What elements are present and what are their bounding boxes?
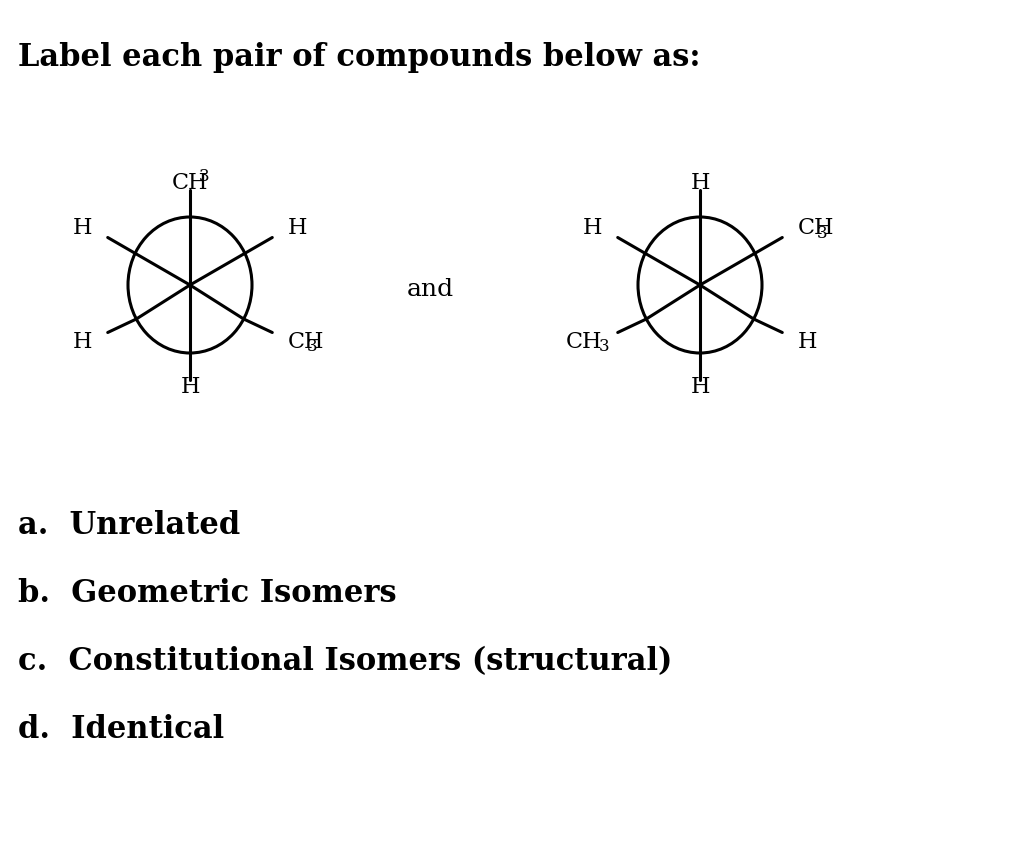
Text: H: H xyxy=(690,172,710,194)
Text: 3: 3 xyxy=(306,338,317,355)
Text: CH: CH xyxy=(798,217,835,239)
Text: 3: 3 xyxy=(599,338,609,355)
Text: CH: CH xyxy=(288,330,325,353)
Text: H: H xyxy=(690,376,710,398)
Text: H: H xyxy=(180,376,200,398)
Text: and: and xyxy=(407,279,454,301)
Text: c.  Constitutional Isomers (structural): c. Constitutional Isomers (structural) xyxy=(18,646,673,677)
Text: H: H xyxy=(73,217,92,239)
Text: Label each pair of compounds below as:: Label each pair of compounds below as: xyxy=(18,42,700,73)
Ellipse shape xyxy=(128,217,252,353)
Ellipse shape xyxy=(638,217,762,353)
Text: CH: CH xyxy=(172,172,208,194)
Text: 3: 3 xyxy=(199,168,210,185)
Text: CH: CH xyxy=(565,330,602,353)
Text: H: H xyxy=(288,217,307,239)
Text: H: H xyxy=(73,330,92,353)
Text: a.  Unrelated: a. Unrelated xyxy=(18,510,241,541)
Text: b.  Geometric Isomers: b. Geometric Isomers xyxy=(18,578,396,609)
Text: H: H xyxy=(583,217,602,239)
Text: H: H xyxy=(798,330,817,353)
Text: 3: 3 xyxy=(816,225,827,242)
Text: d.  Identical: d. Identical xyxy=(18,714,224,745)
